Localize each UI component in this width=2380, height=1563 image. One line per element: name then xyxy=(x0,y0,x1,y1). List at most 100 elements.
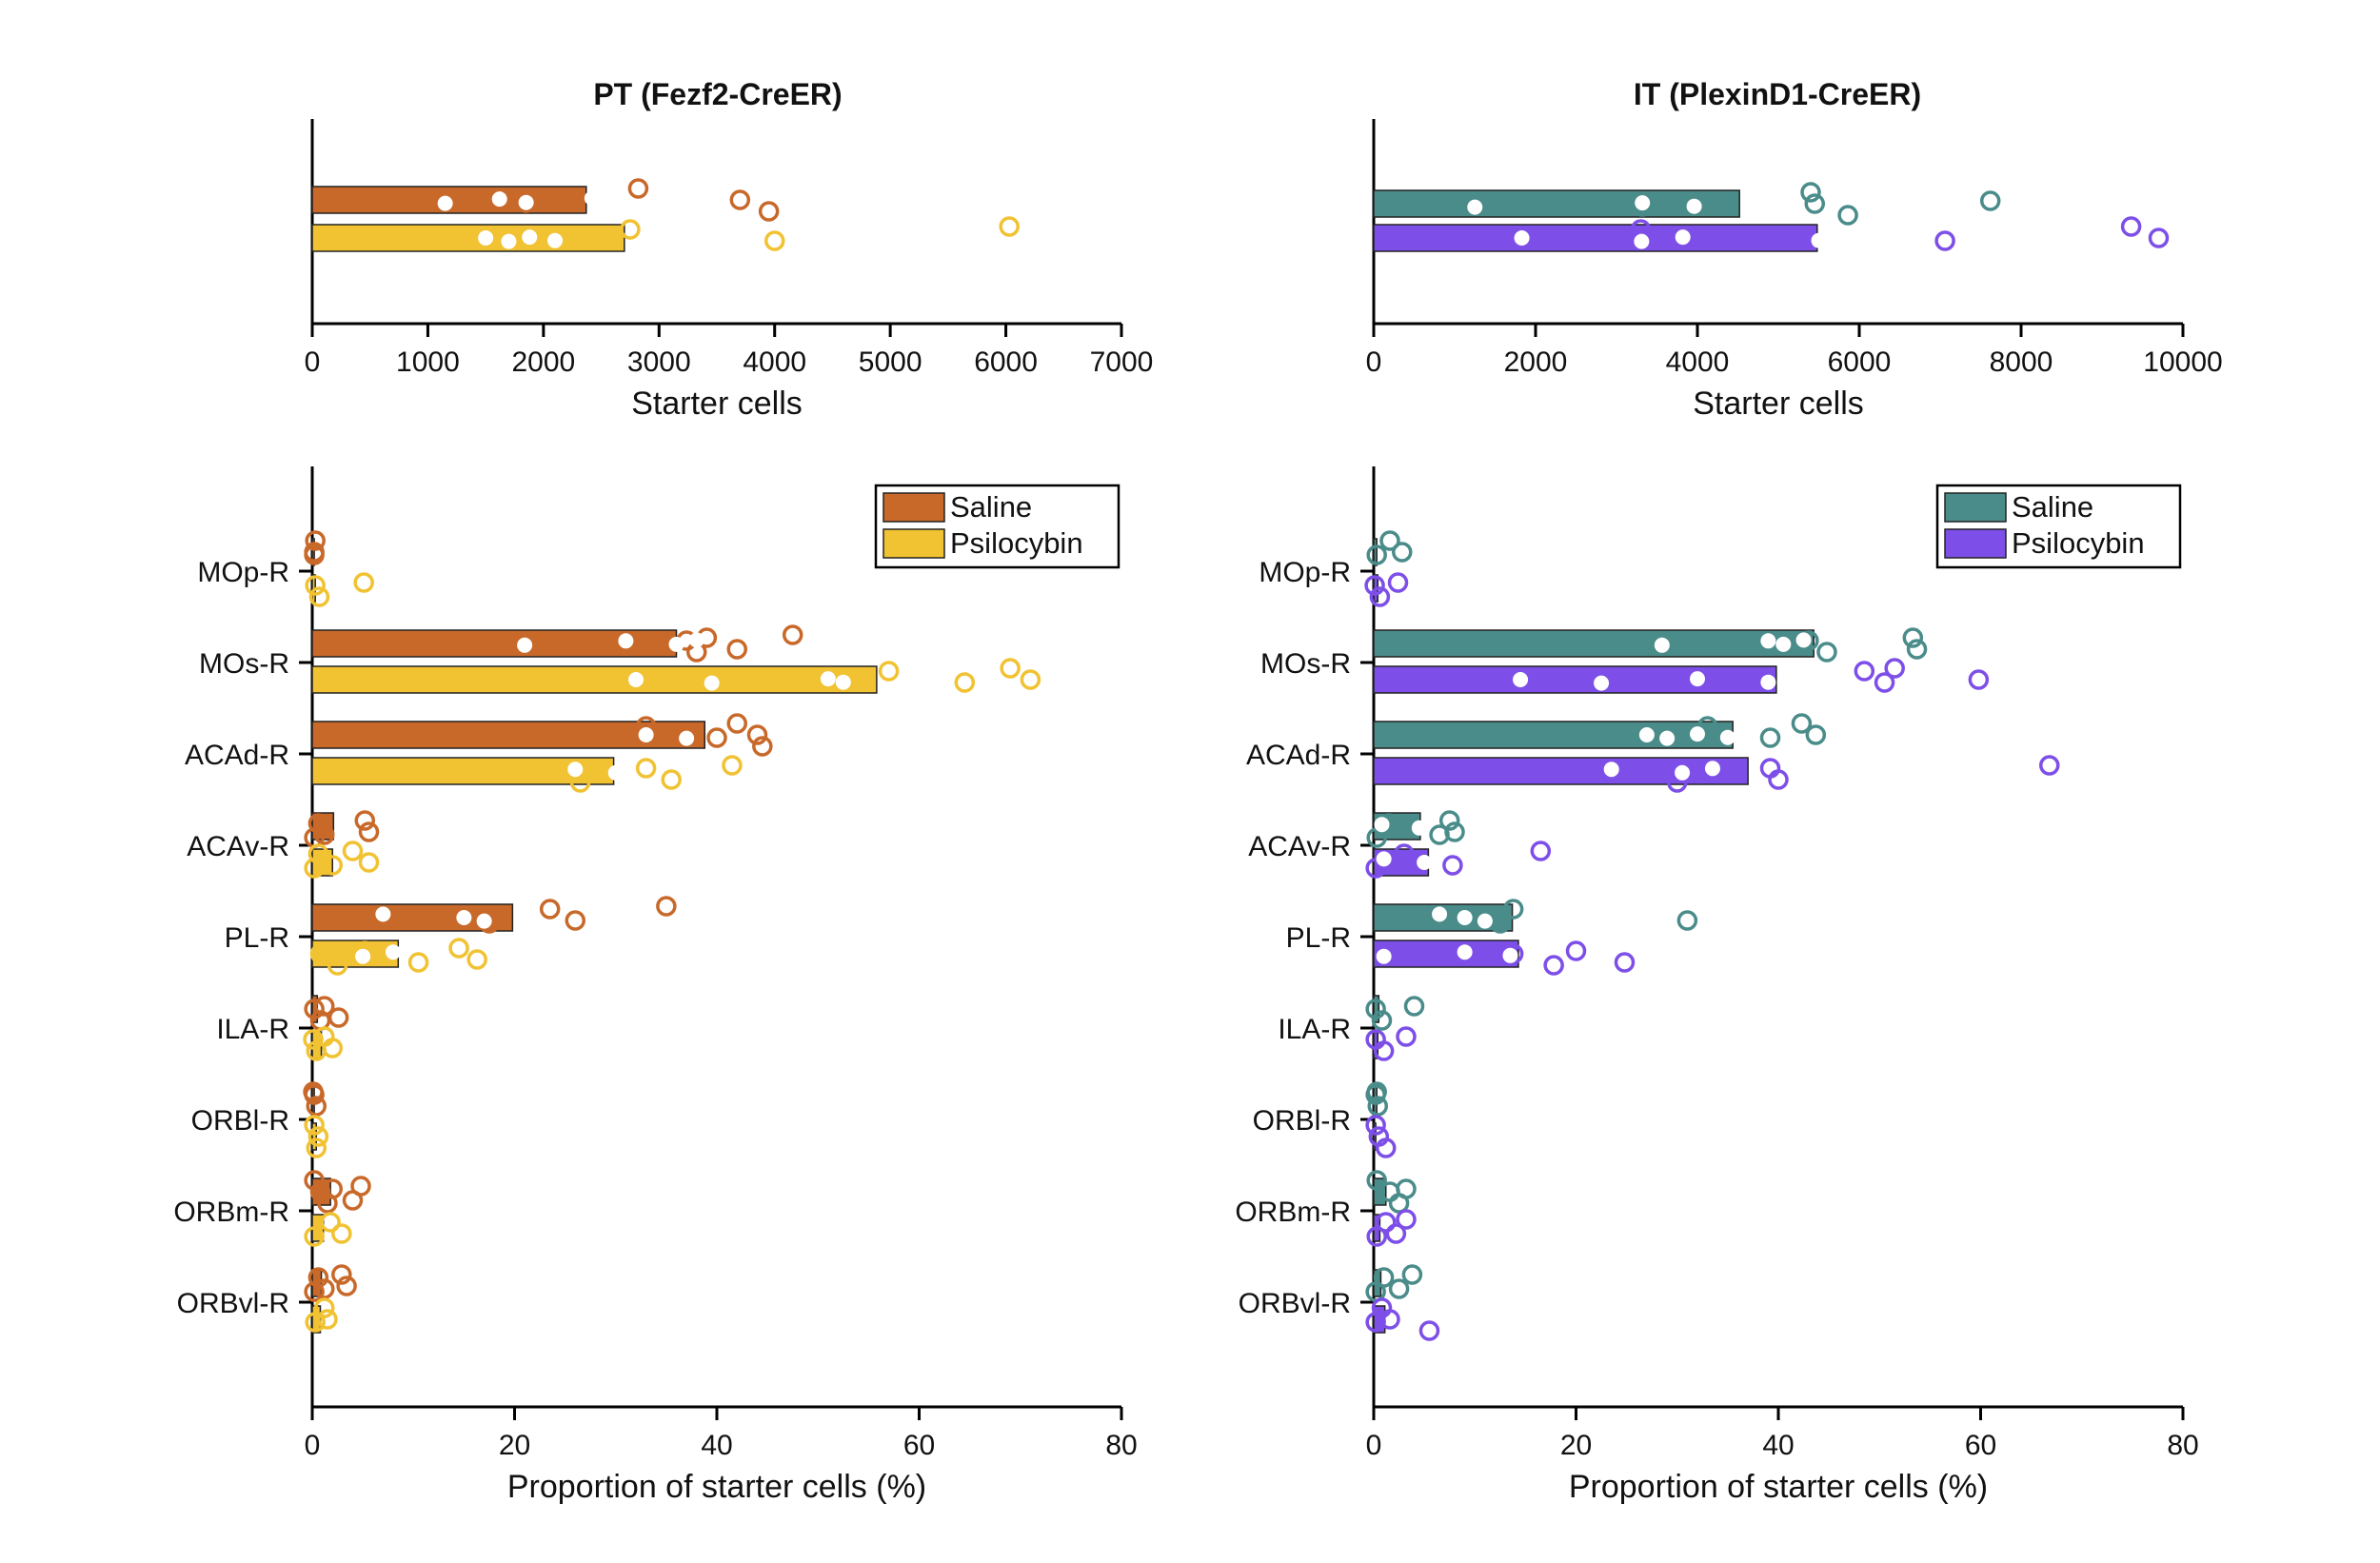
data-point-filled xyxy=(355,948,371,964)
data-point-open xyxy=(1365,999,1386,1019)
x-tick-label: 0 xyxy=(305,346,321,378)
data-point-filled xyxy=(567,762,584,778)
data-point-filled xyxy=(1477,913,1493,929)
data-point-open xyxy=(307,1267,329,1288)
data-point-filled xyxy=(1594,675,1610,691)
data-point-open xyxy=(1394,843,1415,864)
data-point-open xyxy=(358,821,380,842)
data-point-filled xyxy=(1634,233,1650,249)
data-point-open xyxy=(1902,627,1924,648)
x-tick-label: 10000 xyxy=(2143,346,2222,378)
data-point-open xyxy=(539,899,561,920)
data-point-open xyxy=(954,672,976,693)
panel-it-starter-cells: 0 2000 4000 6000 8000 10000 Starter cells IT (P… xyxy=(1366,77,2223,422)
data-point-filled xyxy=(1638,727,1655,742)
data-point-open xyxy=(304,1170,325,1191)
data-point-open xyxy=(331,1264,352,1285)
data-point-open xyxy=(1614,952,1636,973)
data-point-open xyxy=(627,178,649,199)
data-point-open xyxy=(1366,544,1387,565)
data-point-open xyxy=(342,841,364,861)
data-point-filled xyxy=(522,229,538,246)
data-point-open xyxy=(304,1226,325,1247)
data-point-open xyxy=(1968,669,1990,690)
data-point-filled xyxy=(638,727,654,742)
data-point-open xyxy=(314,824,335,845)
data-point-open xyxy=(1676,910,1698,931)
x-tick-label: 5000 xyxy=(859,346,922,378)
data-point-open xyxy=(1373,1040,1395,1061)
legend-label: Saline xyxy=(2012,490,2093,524)
data-point-open xyxy=(1804,193,1825,214)
data-point-filled xyxy=(547,232,563,248)
data-point-open xyxy=(307,843,329,864)
data-point-filled xyxy=(1690,671,1705,687)
data-point-open xyxy=(1385,1223,1407,1244)
bar xyxy=(311,224,625,252)
data-point-filled xyxy=(835,674,851,690)
data-point-open xyxy=(1396,1209,1417,1230)
data-point-open xyxy=(305,530,326,551)
data-point-open xyxy=(317,1309,338,1330)
data-point-open xyxy=(303,1081,324,1102)
data-point-open xyxy=(1816,642,1837,663)
y-tick-label: MOs-R xyxy=(1260,648,1351,680)
data-point-open xyxy=(1366,1081,1387,1102)
data-point-open xyxy=(726,639,747,660)
y-tick-label: ILA-R xyxy=(216,1014,289,1045)
data-point-open xyxy=(764,230,785,251)
legend-label: Saline xyxy=(950,490,1032,524)
y-tick-label: ORBm-R xyxy=(1235,1197,1351,1228)
data-point-open xyxy=(758,201,780,222)
data-point-open xyxy=(1371,1010,1393,1031)
bar xyxy=(1373,665,1777,694)
data-point-open xyxy=(1379,530,1400,551)
data-point-open xyxy=(1800,182,1821,203)
x-tick-label: 40 xyxy=(1762,1430,1794,1461)
x-axis-label: Proportion of starter cells (%) xyxy=(507,1469,926,1505)
x-tick-label: 60 xyxy=(903,1430,935,1461)
data-point-open xyxy=(1376,1212,1397,1233)
x-tick-label: 20 xyxy=(499,1430,530,1461)
data-point-open xyxy=(331,1223,352,1244)
data-point-open xyxy=(1401,1264,1423,1285)
panel-it-proportion: 0 20 40 60 80 Proportion of starter cells (%)… xyxy=(1235,466,2199,1505)
data-point-filled xyxy=(456,910,472,925)
data-point-open xyxy=(1791,713,1813,734)
data-point-filled xyxy=(1374,817,1390,833)
data-point-filled xyxy=(476,913,492,929)
data-point-open xyxy=(1543,955,1564,976)
panel-pt-proportion: 0 20 40 60 80 Proportion of starter cells (%)… xyxy=(173,466,1138,1505)
data-point-filled xyxy=(1457,944,1473,960)
data-point-filled xyxy=(1411,820,1427,836)
legend-swatch xyxy=(1944,528,2007,559)
data-point-open xyxy=(1020,669,1041,690)
data-point-filled xyxy=(584,190,600,207)
bar xyxy=(1373,224,1818,252)
data-point-open xyxy=(999,216,1020,237)
data-point-filled xyxy=(1513,672,1529,687)
data-point-open xyxy=(1696,716,1718,737)
data-point-filled xyxy=(1432,906,1448,922)
data-point-open xyxy=(656,896,677,917)
data-point-filled xyxy=(1795,632,1812,648)
x-tick-label: 7000 xyxy=(1090,346,1154,378)
data-point-filled xyxy=(1376,948,1392,964)
panel-title: IT (PlexinD1-CreER) xyxy=(1634,77,1921,111)
data-point-filled xyxy=(1603,762,1619,778)
data-point-open xyxy=(307,813,329,834)
y-tick-label: MOp-R xyxy=(197,557,289,588)
data-point-open xyxy=(1565,940,1587,961)
x-tick-label: 4000 xyxy=(743,346,806,378)
data-point-open xyxy=(620,219,641,240)
data-point-filled xyxy=(1775,636,1792,652)
data-point-open xyxy=(1444,821,1465,842)
data-point-open xyxy=(2148,228,2170,248)
y-tick-label: ORBl-R xyxy=(191,1105,289,1137)
legend-swatch xyxy=(883,492,945,523)
data-point-open xyxy=(635,758,657,779)
data-point-filled xyxy=(679,730,695,746)
x-tick-label: 8000 xyxy=(1990,346,2053,378)
data-point-open xyxy=(327,1007,349,1028)
data-point-open xyxy=(722,755,743,776)
